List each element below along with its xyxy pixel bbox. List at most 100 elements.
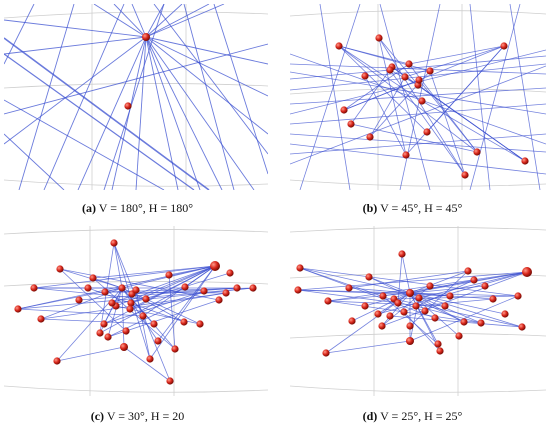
node	[518, 323, 526, 331]
panel-d-graph	[290, 226, 546, 396]
node	[441, 302, 449, 310]
grid-line	[290, 385, 546, 393]
caption-a-letter: (a)	[81, 201, 96, 215]
edge	[297, 289, 451, 297]
edge	[378, 37, 419, 86]
node	[423, 128, 431, 136]
edge	[17, 308, 144, 317]
node	[500, 42, 508, 50]
node	[464, 267, 472, 275]
edge	[379, 4, 431, 190]
edge	[290, 53, 546, 145]
node	[477, 319, 485, 327]
node	[426, 67, 434, 75]
edge	[111, 265, 216, 304]
node	[521, 157, 529, 165]
edge	[403, 311, 441, 352]
edge	[378, 37, 466, 176]
node	[210, 261, 220, 271]
node	[89, 274, 97, 282]
edge	[421, 100, 526, 162]
edge	[103, 290, 205, 325]
node	[215, 296, 223, 304]
edge	[469, 4, 491, 190]
edge	[17, 265, 216, 310]
node	[481, 282, 489, 290]
edge	[113, 4, 147, 38]
caption-a-text: V = 180°, H = 180°	[95, 201, 194, 215]
panel-c-graph	[4, 226, 268, 396]
edge	[389, 315, 523, 328]
node	[154, 337, 162, 345]
edge	[299, 267, 426, 312]
edge	[378, 37, 407, 156]
node	[200, 287, 208, 295]
node	[473, 148, 481, 156]
node	[100, 320, 108, 328]
panel-b-graph	[290, 4, 546, 190]
node	[418, 97, 426, 105]
edge	[348, 287, 411, 294]
edge	[290, 87, 546, 105]
edge	[409, 292, 519, 297]
edge	[399, 4, 441, 190]
edge	[4, 19, 147, 38]
node	[56, 265, 64, 273]
edge	[145, 4, 210, 38]
panel-a-graph	[4, 4, 268, 190]
caption-a: (a) V = 180°, H = 180°	[0, 201, 275, 216]
grid-line	[4, 11, 268, 19]
caption-b: (b) V = 45°, H = 45°	[275, 201, 550, 216]
edge	[59, 268, 220, 301]
edge	[426, 45, 505, 133]
edge	[43, 4, 125, 190]
node	[394, 299, 402, 307]
node	[347, 120, 355, 128]
node	[446, 292, 454, 300]
node	[249, 284, 257, 292]
edge	[290, 143, 546, 175]
node	[124, 102, 132, 110]
node	[348, 317, 356, 325]
edge	[299, 267, 411, 294]
node	[426, 282, 434, 290]
node	[340, 106, 348, 114]
edge	[299, 267, 519, 297]
node	[405, 60, 413, 68]
grid-line	[4, 229, 268, 235]
edge	[40, 318, 155, 325]
node	[53, 357, 61, 365]
edge	[135, 289, 151, 360]
node	[379, 292, 387, 300]
edge	[145, 36, 179, 190]
node	[142, 295, 150, 303]
node	[461, 171, 469, 179]
node	[108, 299, 116, 307]
node	[37, 315, 45, 323]
edge	[417, 84, 526, 162]
node	[222, 289, 230, 297]
node	[84, 284, 92, 292]
node	[365, 273, 373, 281]
caption-c-text: V = 30°, H = 20	[104, 409, 185, 423]
grid-line	[290, 227, 546, 233]
node	[455, 332, 463, 340]
edge	[418, 271, 528, 299]
panel-b	[290, 4, 546, 190]
node	[233, 284, 241, 292]
node	[434, 340, 442, 348]
edge	[408, 45, 505, 65]
edge	[509, 4, 541, 190]
node	[406, 337, 414, 345]
edge	[290, 133, 546, 153]
node	[374, 310, 382, 318]
node	[96, 329, 104, 337]
edge	[364, 70, 431, 77]
edge	[18, 4, 75, 190]
edge	[56, 346, 125, 362]
edge	[131, 4, 147, 38]
edge	[17, 287, 254, 310]
caption-c: (c) V = 30°, H = 20	[0, 409, 275, 424]
edge	[99, 286, 186, 334]
node	[166, 377, 174, 385]
